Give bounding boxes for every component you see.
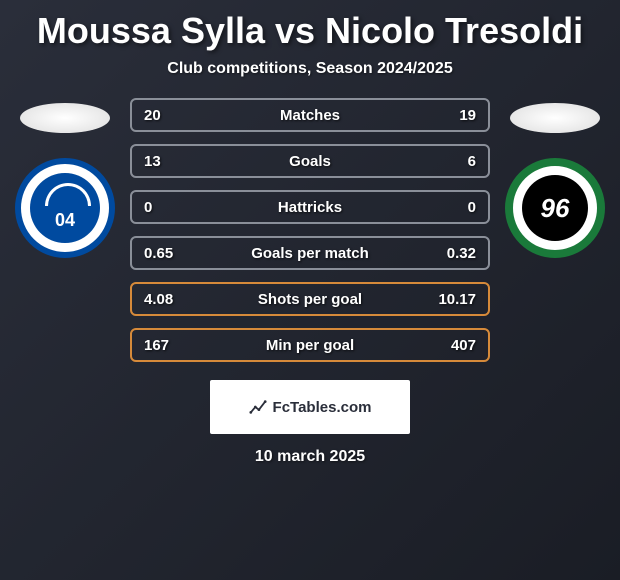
subtitle: Club competitions, Season 2024/2025: [0, 60, 620, 78]
stat-label: Goals per match: [204, 245, 416, 262]
hannover-logo-text: 96: [541, 193, 570, 224]
stat-label: Hattricks: [204, 199, 416, 216]
left-player-col: 04: [10, 98, 120, 258]
comparison-content: 04 20 Matches 19 13 Goals 6 0 Hattricks …: [0, 98, 620, 362]
right-avatar-placeholder: [510, 103, 600, 133]
schalke-logo: 04: [15, 158, 115, 258]
stat-left-value: 0.65: [144, 245, 204, 262]
left-avatar-placeholder: [20, 103, 110, 133]
stat-right-value: 10.17: [416, 291, 476, 308]
stat-right-value: 19: [416, 107, 476, 124]
stat-left-value: 4.08: [144, 291, 204, 308]
stat-row-shots-per-goal: 4.08 Shots per goal 10.17: [130, 282, 490, 316]
stat-row-goals-per-match: 0.65 Goals per match 0.32: [130, 236, 490, 270]
date-label: 10 march 2025: [0, 448, 620, 466]
schalke-logo-text: 04: [30, 210, 100, 231]
stat-row-hattricks: 0 Hattricks 0: [130, 190, 490, 224]
stat-right-value: 6: [416, 153, 476, 170]
stat-label: Goals: [204, 153, 416, 170]
stat-left-value: 13: [144, 153, 204, 170]
stat-right-value: 0: [416, 199, 476, 216]
stat-row-goals: 13 Goals 6: [130, 144, 490, 178]
schalke-logo-inner: 04: [30, 173, 100, 243]
stat-row-matches: 20 Matches 19: [130, 98, 490, 132]
stats-table: 20 Matches 19 13 Goals 6 0 Hattricks 0 0…: [130, 98, 490, 362]
stat-left-value: 20: [144, 107, 204, 124]
hannover-logo: 96: [505, 158, 605, 258]
stat-left-value: 0: [144, 199, 204, 216]
stat-right-value: 407: [416, 337, 476, 354]
stat-right-value: 0.32: [416, 245, 476, 262]
stat-left-value: 167: [144, 337, 204, 354]
fctables-icon: [249, 398, 267, 416]
right-player-col: 96: [500, 98, 610, 258]
stat-label: Min per goal: [204, 337, 416, 354]
stat-row-min-per-goal: 167 Min per goal 407: [130, 328, 490, 362]
page-title: Moussa Sylla vs Nicolo Tresoldi: [0, 0, 620, 52]
source-label: FcTables.com: [273, 399, 372, 416]
hannover-logo-inner: 96: [522, 175, 588, 241]
stat-label: Matches: [204, 107, 416, 124]
stat-label: Shots per goal: [204, 291, 416, 308]
source-badge: FcTables.com: [210, 380, 410, 434]
